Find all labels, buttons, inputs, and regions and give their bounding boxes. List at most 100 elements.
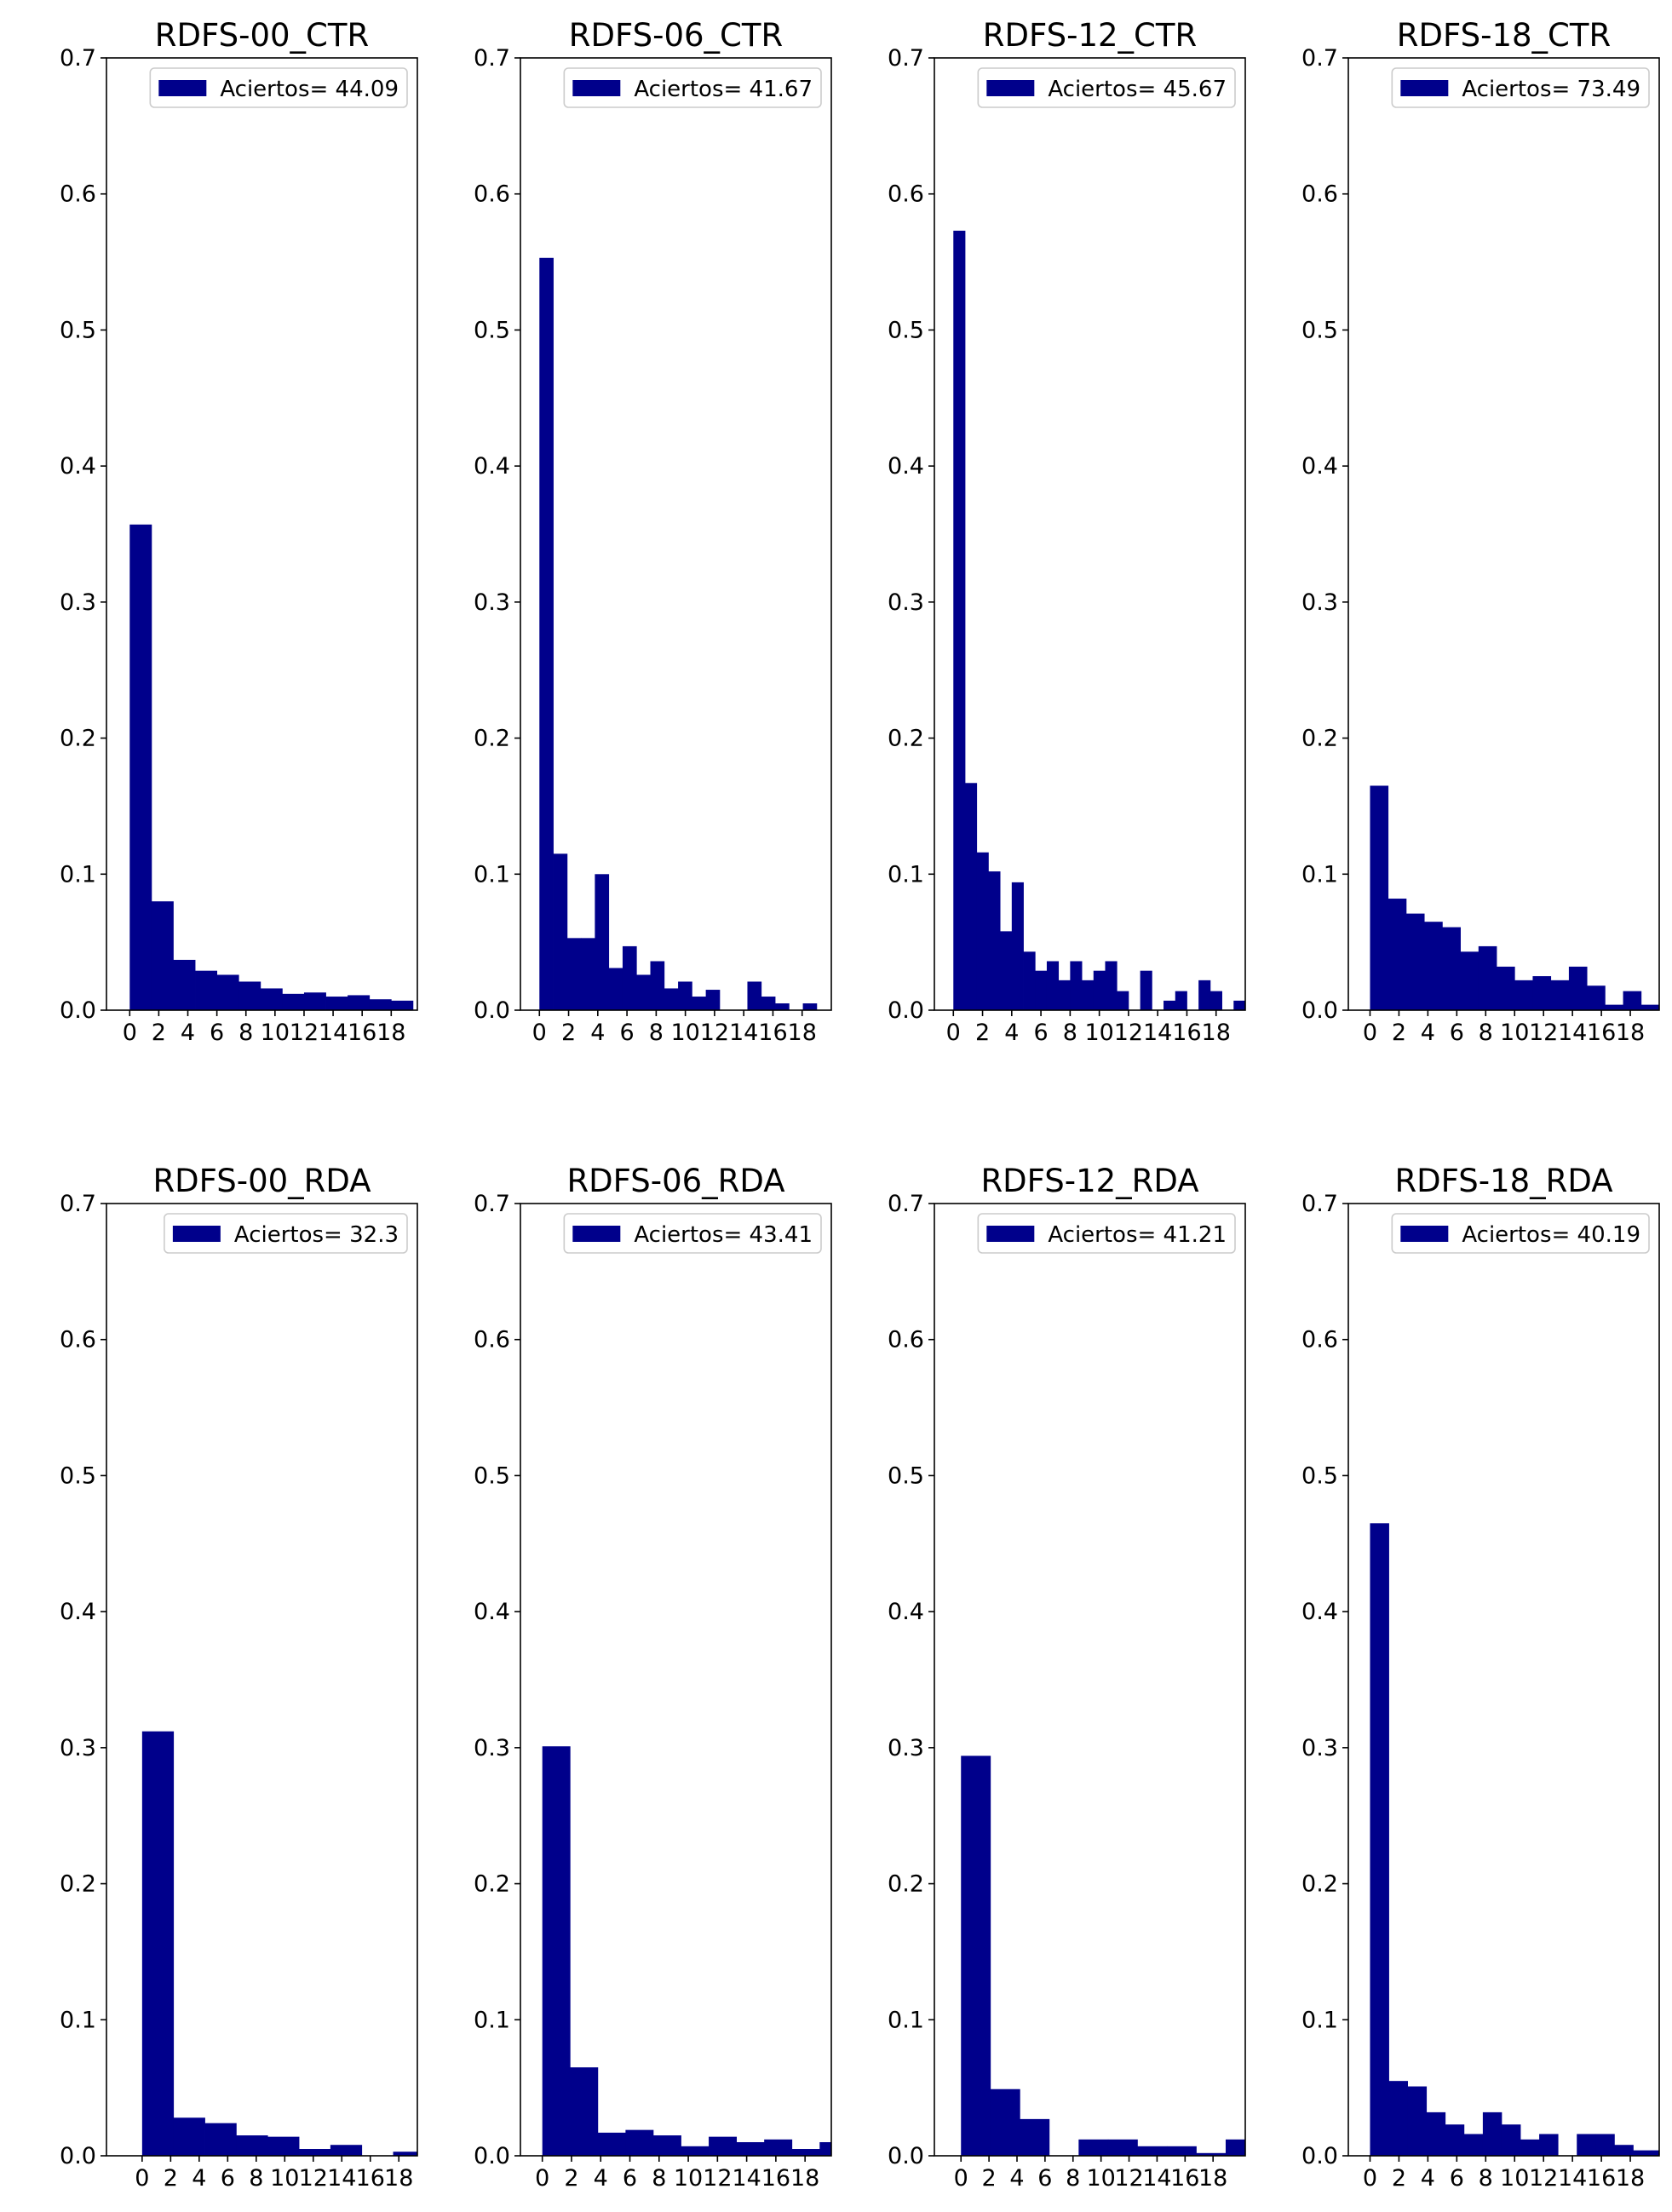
- y-tick-label: 0.4: [474, 453, 510, 480]
- y-tick-label: 0.0: [1301, 2143, 1338, 2169]
- histogram-bar: [151, 901, 174, 1010]
- y-tick-label: 0.0: [60, 2143, 96, 2169]
- legend: Aciertos= 41.21: [977, 1213, 1236, 1254]
- x-tick-label: 4: [1421, 1020, 1435, 1046]
- histogram-bar: [1442, 927, 1461, 1010]
- histogram-bar: [1035, 970, 1048, 1010]
- x-tick-label: 18: [376, 1020, 405, 1046]
- legend: Aciertos= 43.41: [563, 1213, 822, 1254]
- histogram-bar: [236, 2135, 268, 2156]
- x-tick-label: 10: [1086, 2165, 1115, 2192]
- histogram-bar: [1370, 785, 1389, 1010]
- y-tick-label: 0.1: [474, 861, 510, 888]
- x-tick-label: 4: [1009, 2165, 1024, 2192]
- x-tick-label: 2: [975, 1020, 990, 1046]
- y-tick-label: 0.7: [1301, 45, 1338, 72]
- x-tick-label: 10: [670, 1020, 699, 1046]
- histogram-bar: [1595, 2134, 1615, 2156]
- legend: Aciertos= 73.49: [1391, 67, 1650, 108]
- histogram-bar: [1046, 961, 1060, 1010]
- histogram-bar: [1107, 2139, 1138, 2156]
- histogram-bar: [953, 230, 966, 1010]
- y-tick-label: 0.0: [888, 997, 924, 1024]
- histogram-bar: [1407, 2086, 1428, 2156]
- x-tick-label: 18: [1202, 1020, 1231, 1046]
- x-tick-label: 18: [1198, 2165, 1227, 2192]
- y-tick-label: 0.0: [60, 997, 96, 1024]
- legend-box: [1391, 67, 1650, 108]
- x-tick-label: 6: [1450, 1020, 1464, 1046]
- x-tick-label: 0: [946, 1020, 961, 1046]
- y-tick-label: 0.6: [60, 1327, 96, 1353]
- y-tick-label: 0.5: [60, 1462, 96, 1489]
- axes-frame: [1347, 57, 1660, 1011]
- histogram-bar: [622, 945, 637, 1010]
- y-tick-label: 0.3: [1301, 1735, 1338, 1761]
- y-tick-label: 0.5: [888, 317, 924, 343]
- x-tick-label: 12: [299, 2165, 328, 2192]
- chart-title: RDFS-12_CTR: [983, 17, 1197, 54]
- histogram-bar: [595, 874, 610, 1010]
- histogram-bar: [961, 1755, 991, 2156]
- y-tick-label: 0.1: [888, 861, 924, 888]
- legend-label: Aciertos= 45.67: [1048, 77, 1227, 102]
- x-tick-label: 0: [1363, 2165, 1377, 2192]
- y-tick-label: 0.5: [474, 317, 510, 343]
- y-tick-label: 0.0: [888, 2143, 924, 2169]
- x-tick-label: 16: [348, 1020, 376, 1046]
- y-tick-label: 0.4: [474, 1599, 510, 1625]
- x-tick-label: 14: [1558, 2165, 1587, 2192]
- histogram-bar: [1623, 991, 1642, 1010]
- histogram-bar: [1568, 966, 1588, 1010]
- x-tick-label: 10: [1084, 1020, 1113, 1046]
- y-tick-label: 0.0: [474, 997, 510, 1024]
- y-tick-label: 0.7: [474, 1191, 510, 1217]
- y-tick-label: 0.2: [60, 726, 96, 752]
- x-tick-label: 14: [732, 2165, 761, 2192]
- x-tick-label: 10: [674, 2165, 703, 2192]
- legend-label: Aciertos= 40.19: [1462, 1222, 1640, 1248]
- histogram-panel-3: 0.0 0.1 0.2 0.3 0.4 0.5 0.6 0.7 0 2 4 6 8 10 12 14 16 18 R…: [888, 17, 1246, 1046]
- chart-title: RDFS-18_CTR: [1397, 17, 1611, 54]
- histogram-bar: [597, 2132, 626, 2156]
- histogram-bar: [1482, 2111, 1503, 2156]
- y-tick-label: 0.5: [1301, 1462, 1338, 1489]
- histogram-bar: [1501, 2124, 1521, 2156]
- legend: Aciertos= 32.3: [164, 1213, 408, 1254]
- x-tick-label: 0: [954, 2165, 968, 2192]
- legend-label: Aciertos= 43.41: [634, 1222, 813, 1248]
- chart-title: RDFS-06_CTR: [569, 17, 783, 54]
- chart-title: RDFS-06_RDA: [566, 1163, 784, 1199]
- histogram-panel-8: 0.0 0.1 0.2 0.3 0.4 0.5 0.6 0.7 0 2 4 6 8 10 12 14 16 18 R…: [1301, 1163, 1660, 2192]
- y-tick-label: 0.4: [888, 1599, 924, 1625]
- chart-title: RDFS-18_RDA: [1394, 1163, 1612, 1199]
- legend-swatch: [986, 80, 1035, 96]
- x-tick-label: 2: [1392, 1020, 1406, 1046]
- chart-title: RDFS-00_RDA: [152, 1163, 371, 1199]
- x-tick-label: 12: [1114, 2165, 1143, 2192]
- x-tick-label: 8: [652, 2165, 666, 2192]
- legend: Aciertos= 44.09: [149, 67, 408, 108]
- histogram-bar: [542, 1746, 571, 2156]
- histogram-bar: [553, 853, 568, 1010]
- legend-box: [149, 67, 408, 108]
- x-tick-label: 8: [1479, 1020, 1493, 1046]
- histogram-bar: [819, 2142, 831, 2156]
- x-tick-label: 0: [532, 1020, 547, 1046]
- y-tick-label: 0.3: [1301, 589, 1338, 616]
- histogram-bar: [636, 974, 651, 1010]
- histogram-bar: [1117, 991, 1129, 1010]
- x-tick-label: 4: [181, 1020, 195, 1046]
- y-tick-label: 0.4: [60, 453, 96, 480]
- legend-swatch: [572, 1226, 621, 1242]
- x-tick-label: 14: [327, 2165, 356, 2192]
- y-tick-label: 0.7: [474, 45, 510, 72]
- histogram-bar: [1577, 2134, 1596, 2156]
- histogram-bar: [267, 2136, 300, 2156]
- histogram-bar: [1460, 951, 1480, 1010]
- histogram-bar: [652, 2135, 681, 2156]
- histogram-bar: [1023, 951, 1036, 1010]
- histogram-bar: [1175, 991, 1187, 1010]
- y-tick-label: 0.1: [1301, 2007, 1338, 2033]
- histogram-bar: [1225, 2139, 1245, 2156]
